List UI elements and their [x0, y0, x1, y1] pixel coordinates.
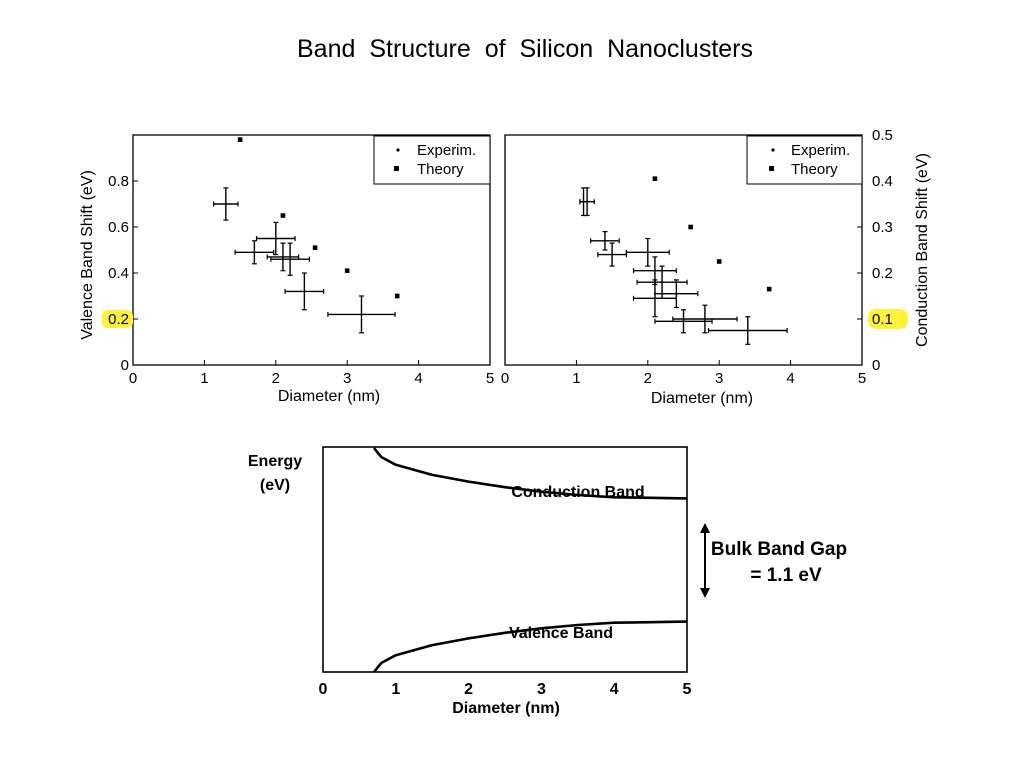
- conduction-experim-point: [636, 265, 688, 299]
- conduction-experim-point: [654, 309, 713, 334]
- page-title: Band Structure of Silicon Nanoclusters: [297, 35, 753, 63]
- band-x-tick-label: 3: [537, 681, 546, 698]
- valence-y-tick-highlight: [102, 310, 133, 328]
- conduction-experim-point: [625, 237, 670, 267]
- valence-x-tick-label: 5: [486, 370, 494, 387]
- conduction-x-tick-label: 5: [858, 370, 866, 387]
- valence-experim-point: [213, 187, 239, 221]
- conduction-x-tick-label: 0: [501, 370, 509, 387]
- valence-theory-point: [394, 293, 400, 299]
- valence-plot-frame: [132, 134, 491, 366]
- valence-legend: Experim. Theory: [373, 135, 491, 185]
- band-x-tick-label: 0: [319, 681, 328, 698]
- conduction-y-tick-label: 0.4: [872, 173, 893, 190]
- conduction-xlabel: Diameter (nm): [651, 390, 753, 407]
- valence-experim-point: [327, 295, 396, 334]
- valence-legend-theory-label: Theory: [417, 161, 464, 178]
- conduction-theory-point: [688, 224, 693, 230]
- conduction-theory-point: [652, 176, 658, 181]
- conduction-x-tick-label: 1: [572, 370, 580, 387]
- valence-legend-box: [373, 135, 491, 185]
- band-x-tick-label: 1: [391, 681, 400, 698]
- conduction-y-tick-highlight: [868, 309, 908, 329]
- conduction-y-tick-label: 0.3: [872, 219, 893, 236]
- valence-experim-point: [270, 242, 310, 276]
- valence-experim-point: [234, 240, 275, 265]
- conduction-curve: [372, 447, 688, 500]
- conduction-experim-point: [654, 279, 699, 309]
- valence-theory-point: [237, 137, 243, 142]
- valence-experim-point: [255, 221, 296, 256]
- valence-legend-experim-label: Experim.: [417, 142, 476, 159]
- conduction-ylabel: Conduction Band Shift (eV): [914, 153, 931, 347]
- valence-theory-point: [344, 268, 350, 273]
- valence-x-tick-label: 1: [200, 370, 208, 387]
- valence-x-tick-label: 0: [129, 370, 137, 387]
- valence-y-tick-label: 0: [121, 357, 129, 374]
- conduction-theory-point: [766, 286, 772, 292]
- band-gap-label-line1: Bulk Band Gap: [711, 539, 847, 560]
- band-gap-label-line2: = 1.1 eV: [750, 565, 822, 586]
- band-diagram-chart: 0 1 2 3 4 5 Energy (eV) Conduction Band Valen…: [248, 446, 847, 717]
- conduction-band-label: Conduction Band: [511, 484, 644, 501]
- conduction-y-tick-label: 0.1: [872, 311, 893, 328]
- band-plot-frame: [322, 446, 688, 673]
- conduction-legend-box: [746, 135, 863, 185]
- conduction-legend-experim-label: Experim.: [791, 142, 850, 159]
- valence-experim-point: [284, 272, 325, 311]
- valence-y-tick-label: 0.4: [108, 265, 129, 282]
- valence-y-tick-label: 0.2: [108, 311, 129, 328]
- energy-label-line2: (eV): [260, 477, 290, 494]
- valence-band-label: Valence Band: [509, 625, 613, 642]
- band-x-tick-label: 4: [610, 681, 619, 698]
- valence-experim-point: [266, 242, 300, 272]
- valence-y-tick-label: 0.6: [108, 219, 129, 236]
- conduction-y-tick-label: 0: [872, 357, 880, 374]
- valence-xlabel: Diameter (nm): [278, 388, 380, 405]
- valence-x-tick-label: 2: [272, 370, 280, 387]
- valence-curve: [372, 620, 688, 673]
- conduction-legend: Experim. Theory: [746, 135, 863, 185]
- conduction-y-tick-label: 0.5: [872, 127, 893, 144]
- energy-label-line1: Energy: [248, 453, 302, 470]
- conduction-x-tick-label: 4: [786, 370, 794, 387]
- conduction-experim-point: [590, 231, 620, 251]
- valence-legend-theory-marker: [394, 166, 399, 171]
- conduction-legend-theory-label: Theory: [791, 161, 838, 178]
- conduction-experim-point: [707, 316, 788, 345]
- valence-y-tick-label: 0.8: [108, 173, 129, 190]
- valence-x-tick-label: 4: [414, 370, 422, 387]
- conduction-plot-frame: [504, 134, 863, 366]
- valence-x-tick-label: 3: [343, 370, 351, 387]
- valence-theory-point: [280, 213, 286, 218]
- valence-band-shift-chart: 0 1 2 3 4 5 0 0.2 0.4 0.6 0.8 Experim. Theory Diam…: [79, 134, 494, 405]
- conduction-theory-point: [716, 259, 722, 264]
- conduction-band-shift-chart: 0 1 2 3 4 500.10.20.30.40.5 Experim. Theory D…: [501, 127, 931, 407]
- conduction-legend-theory-marker: [769, 166, 774, 171]
- conduction-x-tick-label: 3: [715, 370, 723, 387]
- conduction-x-tick-label: 2: [644, 370, 652, 387]
- conduction-experim-point: [632, 279, 677, 318]
- valence-legend-experim-marker: [396, 148, 400, 152]
- band-x-tick-label: 2: [464, 681, 473, 698]
- band-xlabel: Diameter (nm): [452, 700, 560, 717]
- valence-ylabel: Valence Band Shift (eV): [79, 170, 96, 340]
- band-x-tick-label: 5: [683, 681, 692, 698]
- valence-theory-point: [312, 245, 318, 250]
- conduction-experim-point: [579, 187, 595, 217]
- conduction-legend-experim-marker: [771, 148, 775, 152]
- conduction-y-tick-label: 0.2: [872, 265, 893, 282]
- conduction-experim-point: [597, 242, 627, 267]
